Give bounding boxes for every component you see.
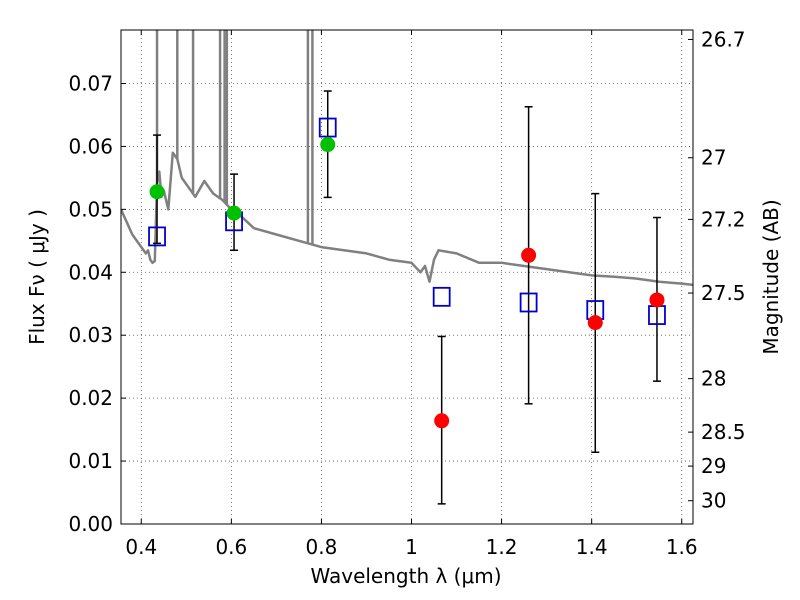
y2-tick-label: 27.5	[701, 281, 746, 305]
x-tick-label: 0.6	[215, 535, 247, 559]
y-tick-label: 0.02	[68, 386, 113, 410]
y2-tick-label: 27.2	[701, 207, 746, 231]
x-tick-label: 1	[405, 535, 418, 559]
y2-tick-label: 28.5	[701, 420, 746, 444]
y2-tick-label: 26.7	[701, 27, 746, 51]
data-point	[587, 315, 603, 331]
data-point	[226, 205, 242, 221]
right-magnitude-axis: 26.7 27 27.2 27.5 28 28.5 29 30	[688, 27, 746, 513]
y2-tick-label: 27	[701, 146, 726, 170]
model-photometry-square	[432, 286, 451, 307]
x-axis-label: Wavelength λ (μm)	[310, 564, 501, 588]
y-tick-label: 0.03	[68, 323, 113, 347]
y2-tick-label: 28	[701, 367, 726, 391]
plot-frame	[120, 29, 694, 525]
y-axis: 0.00 0.01 0.02 0.03 0.04 0.05 0.06 0.07	[68, 71, 126, 536]
data-point	[320, 137, 336, 153]
y2-tick-label: 30	[701, 489, 726, 513]
data-layer	[121, 30, 693, 505]
plot-area	[121, 30, 693, 524]
x-tick-label: 1.2	[486, 535, 518, 559]
x-tick-label: 1.4	[576, 535, 608, 559]
data-point	[149, 184, 165, 200]
y-tick-label: 0.06	[68, 134, 113, 158]
y-tick-label: 0.00	[68, 512, 113, 536]
model-photometry-square	[519, 292, 538, 313]
x-tick-label: 1.6	[666, 535, 698, 559]
data-point	[649, 292, 665, 308]
y-tick-label: 0.07	[68, 71, 113, 95]
model-photometry-square	[318, 117, 337, 138]
data-point	[434, 413, 450, 429]
model-photometry-square	[148, 226, 166, 247]
y-tick-label: 0.04	[68, 260, 113, 284]
y2-tick-label: 29	[701, 454, 726, 478]
y2-axis-label: Magnitude (AB)	[759, 199, 783, 354]
x-tick-label: 0.8	[306, 535, 338, 559]
y-axis-label: Flux Fν ( μJy )	[25, 209, 49, 345]
x-axis: 0.4 0.6 0.8 1 1.2 1.4 1.6	[125, 30, 698, 559]
x-tick-label: 0.4	[125, 535, 157, 559]
y-tick-label: 0.01	[68, 449, 113, 473]
y-tick-label: 0.05	[68, 197, 113, 221]
data-point	[521, 247, 537, 263]
